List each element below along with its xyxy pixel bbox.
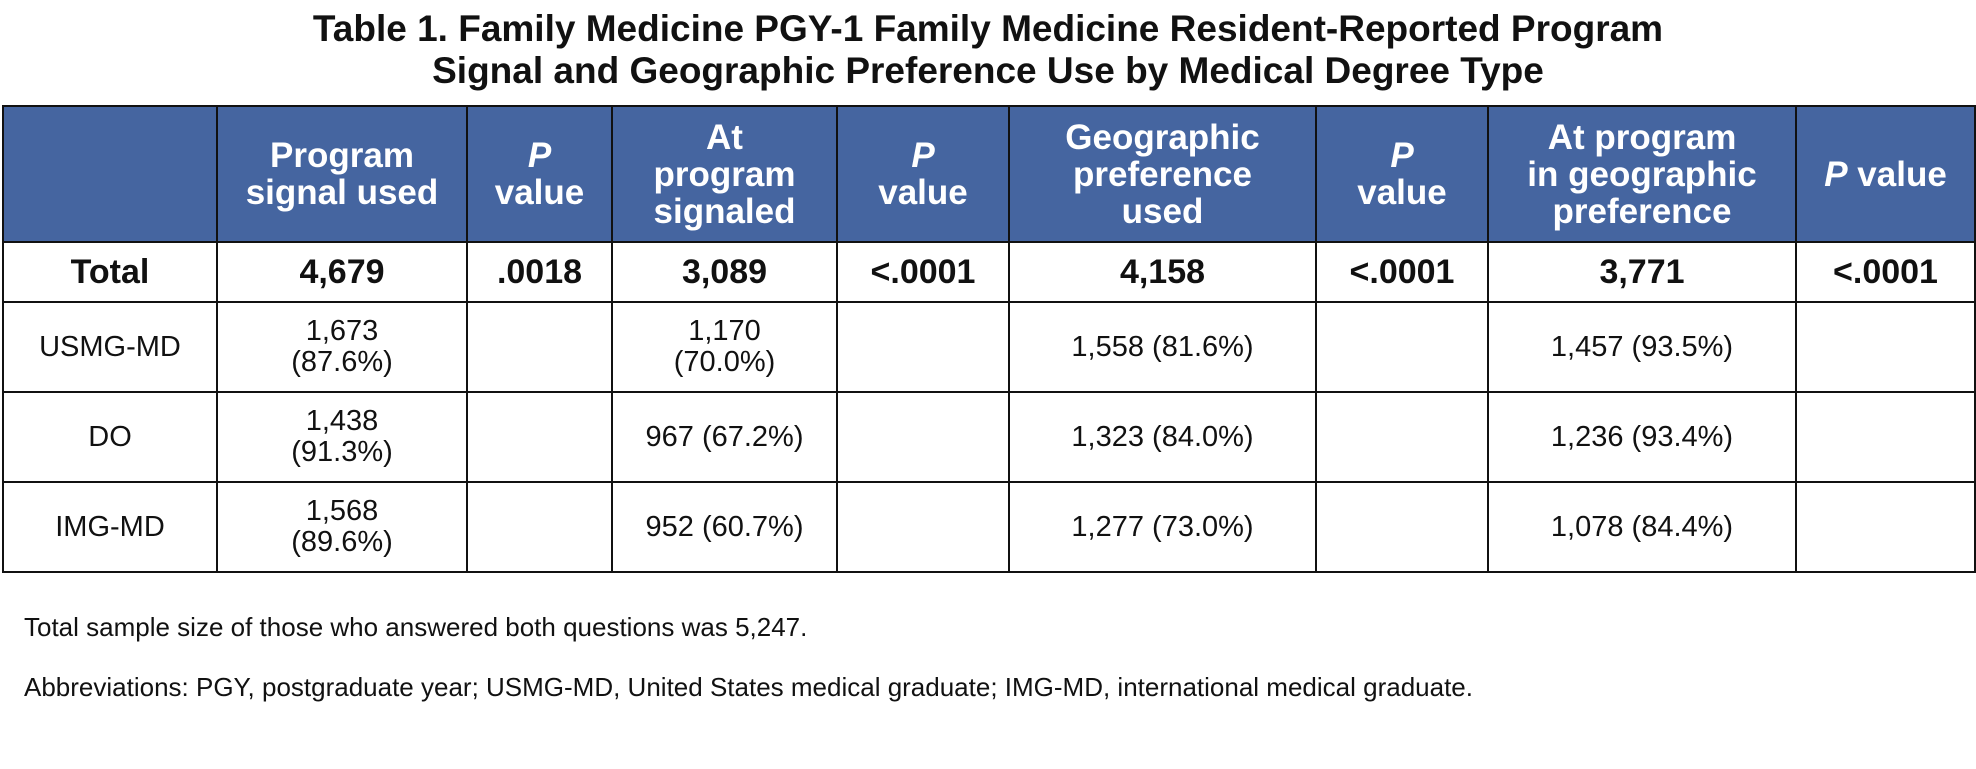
- table-cell: 967 (67.2%): [611, 391, 838, 483]
- table-title-line-1: Table 1. Family Medicine PGY-1 Family Me…: [312, 8, 1664, 49]
- table-cell: [836, 481, 1010, 573]
- table-cell: IMG-MD: [2, 481, 218, 573]
- column-header-line: in geographic: [1527, 154, 1757, 194]
- column-header-line: program: [653, 154, 796, 194]
- column-header-line: Geographic: [1065, 117, 1260, 157]
- table-cell: DO: [2, 391, 218, 483]
- table-cell: [1795, 391, 1976, 483]
- column-header: At program in geographic preference: [1487, 105, 1797, 243]
- sample-size-note: Total sample size of those who answered …: [24, 612, 808, 642]
- table-cell: [836, 301, 1010, 393]
- table-title-line-2: Signal and Geographic Preference Use by …: [432, 50, 1544, 91]
- column-header-line: value: [878, 173, 968, 212]
- table-cell: 4,158: [1008, 241, 1317, 303]
- table-cell: [1315, 391, 1489, 483]
- column-header-line: P: [1390, 136, 1414, 175]
- table-cell: [466, 481, 613, 573]
- table-cell: <.0001: [836, 241, 1010, 303]
- table-row: DO 1,438 (91.3%) 967 (67.2%) 1,323 (84.0%) 1,…: [2, 391, 1976, 483]
- table-cell: 4,679: [216, 241, 468, 303]
- table-cell: USMG-MD: [2, 301, 218, 393]
- table-cell: 3,771: [1487, 241, 1797, 303]
- table-cell: 3,089: [611, 241, 838, 303]
- column-header-line: signal used: [245, 173, 439, 212]
- table-cell: 1,236 (93.4%): [1487, 391, 1797, 483]
- table-cell: [1315, 481, 1489, 573]
- column-header-line: At: [706, 117, 743, 157]
- total-row: Total 4,679.0018 3,089 <.0001 4,158 <.0001 3,7…: [2, 241, 1976, 303]
- table-cell: Total: [2, 241, 218, 303]
- column-header: Geographic preference used: [1008, 105, 1317, 243]
- table-cell: [836, 391, 1010, 483]
- column-header-line: Program: [270, 136, 414, 175]
- column-header-line: value: [494, 173, 585, 212]
- table-cell: [1315, 301, 1489, 393]
- table-cell: 1,277 (73.0%): [1008, 481, 1317, 573]
- column-header-line: preference: [1073, 154, 1252, 194]
- column-header: P value: [1795, 105, 1976, 243]
- column-header-line: preference: [1552, 191, 1732, 231]
- abbreviations-note: Abbreviations: PGY, postgraduate year; U…: [24, 672, 1473, 702]
- table-cell: [466, 301, 613, 393]
- column-header-line: P: [911, 136, 935, 175]
- table-cell: 1,170 (70.0%): [611, 301, 838, 393]
- table-title: Table 1. Family Medicine PGY-1 Family Me…: [0, 8, 1976, 92]
- column-header-line: P value: [1824, 154, 1947, 194]
- table-cell: 1,457 (93.5%): [1487, 301, 1797, 393]
- table-row: IMG-MD 1,568 (89.6%) 952 (60.7%) 1,277 (73.0…: [2, 481, 1976, 573]
- table-cell: [1795, 481, 1976, 573]
- column-header: [2, 105, 218, 243]
- table-cell: 1,323 (84.0%): [1008, 391, 1317, 483]
- table-cell: .0018: [466, 241, 613, 303]
- table-cell: 1,568 (89.6%): [216, 481, 468, 573]
- column-header-line: signaled: [653, 191, 796, 231]
- column-header-line: value: [1357, 173, 1447, 212]
- table-row: USMG-MD 1,673 (87.6%) 1,170 (70.0%) 1,558 (81…: [2, 301, 1976, 393]
- table-cell: 1,438 (91.3%): [216, 391, 468, 483]
- table-cell: 1,078 (84.4%): [1487, 481, 1797, 573]
- table-cell: <.0001: [1795, 241, 1976, 303]
- table-cell: 1,673 (87.6%): [216, 301, 468, 393]
- table-cell: [1795, 301, 1976, 393]
- table-cell: [466, 391, 613, 483]
- table-cell: <.0001: [1315, 241, 1489, 303]
- table-body: Total 4,679.0018 3,089 <.0001 4,158 <.0001 3,7…: [2, 241, 1976, 573]
- table-cell: 952 (60.7%): [611, 481, 838, 573]
- table-cell: 1,558 (81.6%): [1008, 301, 1317, 393]
- column-header-line: P: [527, 136, 552, 175]
- column-header-line: At program: [1547, 117, 1737, 157]
- column-header: Program signal used: [216, 105, 468, 243]
- column-header-line: used: [1121, 191, 1204, 231]
- column-header: At program signaled: [611, 105, 838, 243]
